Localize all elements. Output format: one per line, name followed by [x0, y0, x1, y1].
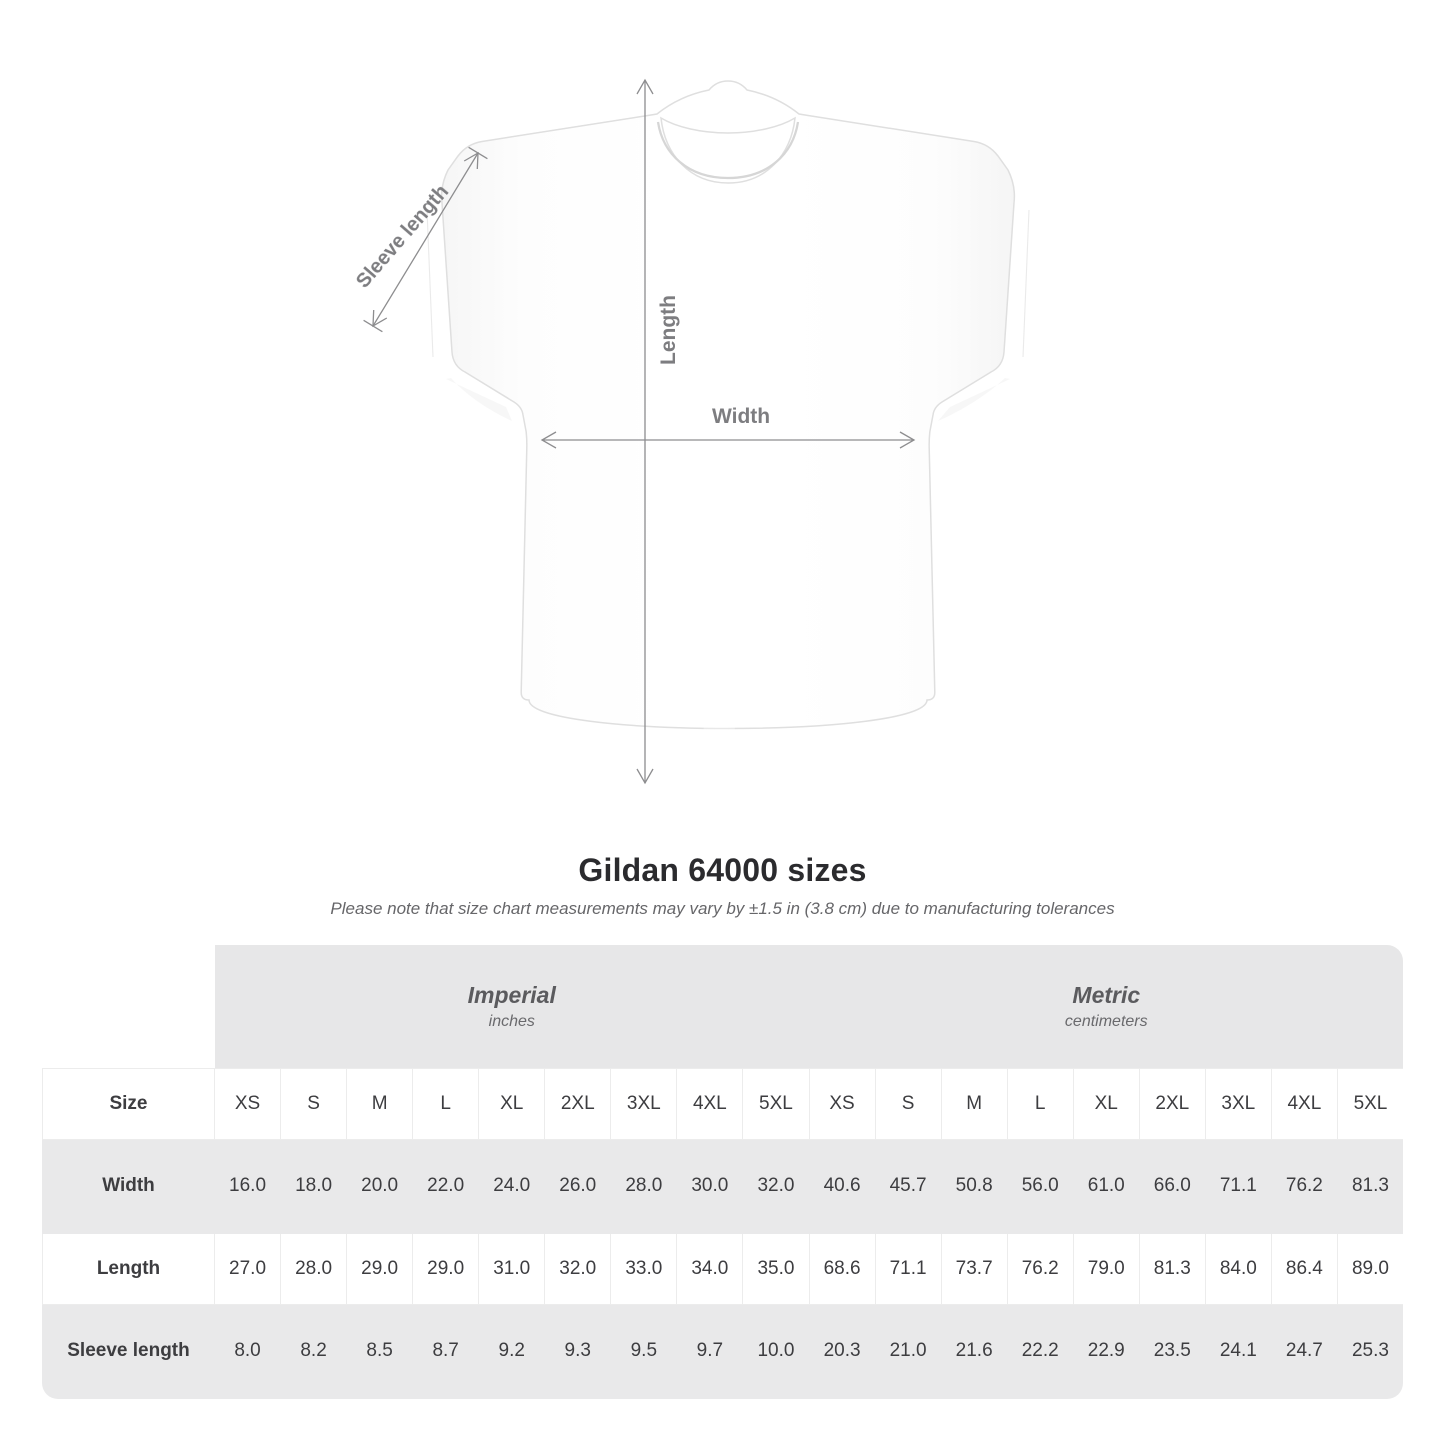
- svg-text:Width: Width: [712, 405, 770, 428]
